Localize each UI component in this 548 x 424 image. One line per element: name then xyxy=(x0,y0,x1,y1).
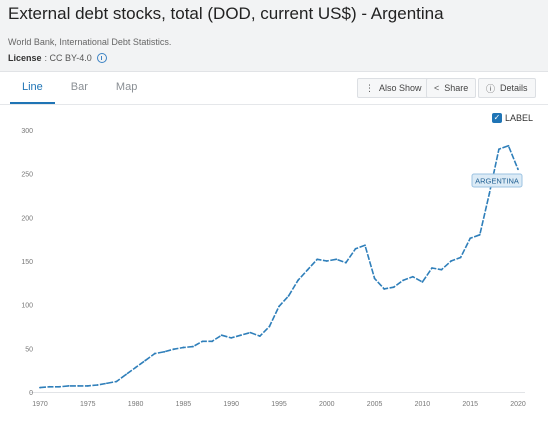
x-tick-label: 2005 xyxy=(367,401,383,408)
data-point[interactable] xyxy=(392,286,395,289)
x-tick-label: 2020 xyxy=(510,401,526,408)
tab-bar[interactable]: Bar xyxy=(70,81,88,93)
data-point[interactable] xyxy=(182,346,185,349)
details-label: Details xyxy=(500,83,528,93)
data-point[interactable] xyxy=(96,384,99,386)
data-point[interactable] xyxy=(316,258,319,261)
data-point[interactable] xyxy=(306,268,309,271)
data-point[interactable] xyxy=(373,277,376,280)
y-tick-label: 150 xyxy=(21,259,33,266)
data-point[interactable] xyxy=(134,366,137,369)
data-point[interactable] xyxy=(86,384,89,387)
tab-line[interactable]: Line xyxy=(10,72,55,104)
data-point[interactable] xyxy=(354,247,357,250)
data-point[interactable] xyxy=(459,256,462,259)
data-point[interactable] xyxy=(77,384,80,387)
tab-divider xyxy=(0,104,548,105)
x-tick-label: 1990 xyxy=(223,401,239,408)
data-point[interactable] xyxy=(402,279,405,282)
data-point[interactable] xyxy=(172,348,175,351)
chart-axes: 0 50 100 150 200 250 300 1970 1975 1980 1985 1990 19… xyxy=(21,128,526,408)
data-point[interactable] xyxy=(58,385,61,388)
data-point[interactable] xyxy=(230,336,233,339)
data-point[interactable] xyxy=(239,334,242,337)
data-point[interactable] xyxy=(249,331,252,334)
data-point[interactable] xyxy=(431,267,433,269)
data-point[interactable] xyxy=(115,380,118,383)
data-point[interactable] xyxy=(469,237,472,240)
data-point[interactable] xyxy=(364,244,366,247)
license-label: License xyxy=(8,53,42,63)
data-point[interactable] xyxy=(39,386,41,389)
share-icon: < xyxy=(434,83,440,93)
label-checkbox[interactable]: ✓ xyxy=(492,113,502,123)
series-label: ARGENTINA xyxy=(475,177,519,186)
data-point[interactable] xyxy=(287,295,290,297)
y-tick-label: 200 xyxy=(21,215,33,222)
source-text: World Bank, International Debt Statistic… xyxy=(8,37,172,47)
x-tick-label: 2000 xyxy=(319,401,335,408)
label-toggle-text: LABEL xyxy=(505,113,534,123)
chart-series: ARGENTINA xyxy=(39,144,523,389)
y-tick-label: 100 xyxy=(21,303,33,310)
tab-map[interactable]: Map xyxy=(115,81,138,93)
data-point[interactable] xyxy=(297,279,300,282)
data-point[interactable] xyxy=(153,352,156,355)
data-point[interactable] xyxy=(325,260,328,262)
data-point[interactable] xyxy=(278,305,280,308)
data-point[interactable] xyxy=(383,288,386,290)
y-tick-label: 0 xyxy=(29,390,33,397)
x-tick-label: 1995 xyxy=(271,401,287,408)
y-tick-label: 250 xyxy=(21,172,33,179)
series-label-box xyxy=(471,173,523,188)
details-button[interactable]: ⓘ Details xyxy=(478,78,536,98)
data-point[interactable] xyxy=(497,148,500,151)
x-tick-label: 2010 xyxy=(415,401,431,408)
x-tick-label: 1980 xyxy=(128,401,144,408)
data-point[interactable] xyxy=(517,168,519,171)
data-point[interactable] xyxy=(478,233,481,236)
data-point[interactable] xyxy=(335,258,338,261)
data-point[interactable] xyxy=(220,334,223,337)
chart-panel: Line Bar Map ⋮ Also Show < Share ⓘ Detai… xyxy=(0,71,548,424)
page-title: External debt stocks, total (DOD, curren… xyxy=(8,4,444,23)
label-toggle[interactable]: ✓ LABEL xyxy=(492,113,533,123)
also-show-button[interactable]: ⋮ Also Show xyxy=(357,78,430,98)
x-tick-label: 1970 xyxy=(32,401,48,408)
data-point[interactable] xyxy=(48,385,51,388)
data-point[interactable] xyxy=(421,281,424,283)
share-label: Share xyxy=(444,83,469,93)
also-show-label: Also Show xyxy=(379,83,422,93)
data-point[interactable] xyxy=(201,340,204,343)
data-point[interactable] xyxy=(507,144,510,147)
data-point[interactable] xyxy=(67,384,70,387)
data-point[interactable] xyxy=(106,382,108,385)
data-point[interactable] xyxy=(450,260,452,262)
data-point[interactable] xyxy=(211,340,213,343)
data-point[interactable] xyxy=(144,359,147,362)
y-tick-label: 50 xyxy=(25,346,33,353)
license-info: License : CC BY-4.0 xyxy=(8,53,107,63)
data-point[interactable] xyxy=(192,345,194,348)
data-point[interactable] xyxy=(268,325,271,328)
data-point[interactable] xyxy=(125,373,127,376)
x-tick-label: 1985 xyxy=(176,401,192,408)
x-tick-label: 2015 xyxy=(462,401,478,408)
data-point[interactable] xyxy=(488,192,491,195)
license-value: : CC BY-4.0 xyxy=(44,53,92,63)
data-point[interactable] xyxy=(345,261,347,264)
info-icon[interactable] xyxy=(96,53,107,63)
info-circle-icon: ⓘ xyxy=(486,83,496,94)
series-line[interactable] xyxy=(39,144,519,389)
chart-tabs: Line Bar Map xyxy=(10,72,153,104)
data-point[interactable] xyxy=(258,335,261,338)
data-point[interactable] xyxy=(163,350,166,353)
data-point[interactable] xyxy=(440,268,443,271)
data-point[interactable] xyxy=(411,275,414,278)
x-tick-label: 1975 xyxy=(80,401,96,408)
share-button[interactable]: < Share xyxy=(426,78,477,98)
y-tick-label: 300 xyxy=(21,128,33,135)
more-vertical-icon: ⋮ xyxy=(365,82,374,93)
